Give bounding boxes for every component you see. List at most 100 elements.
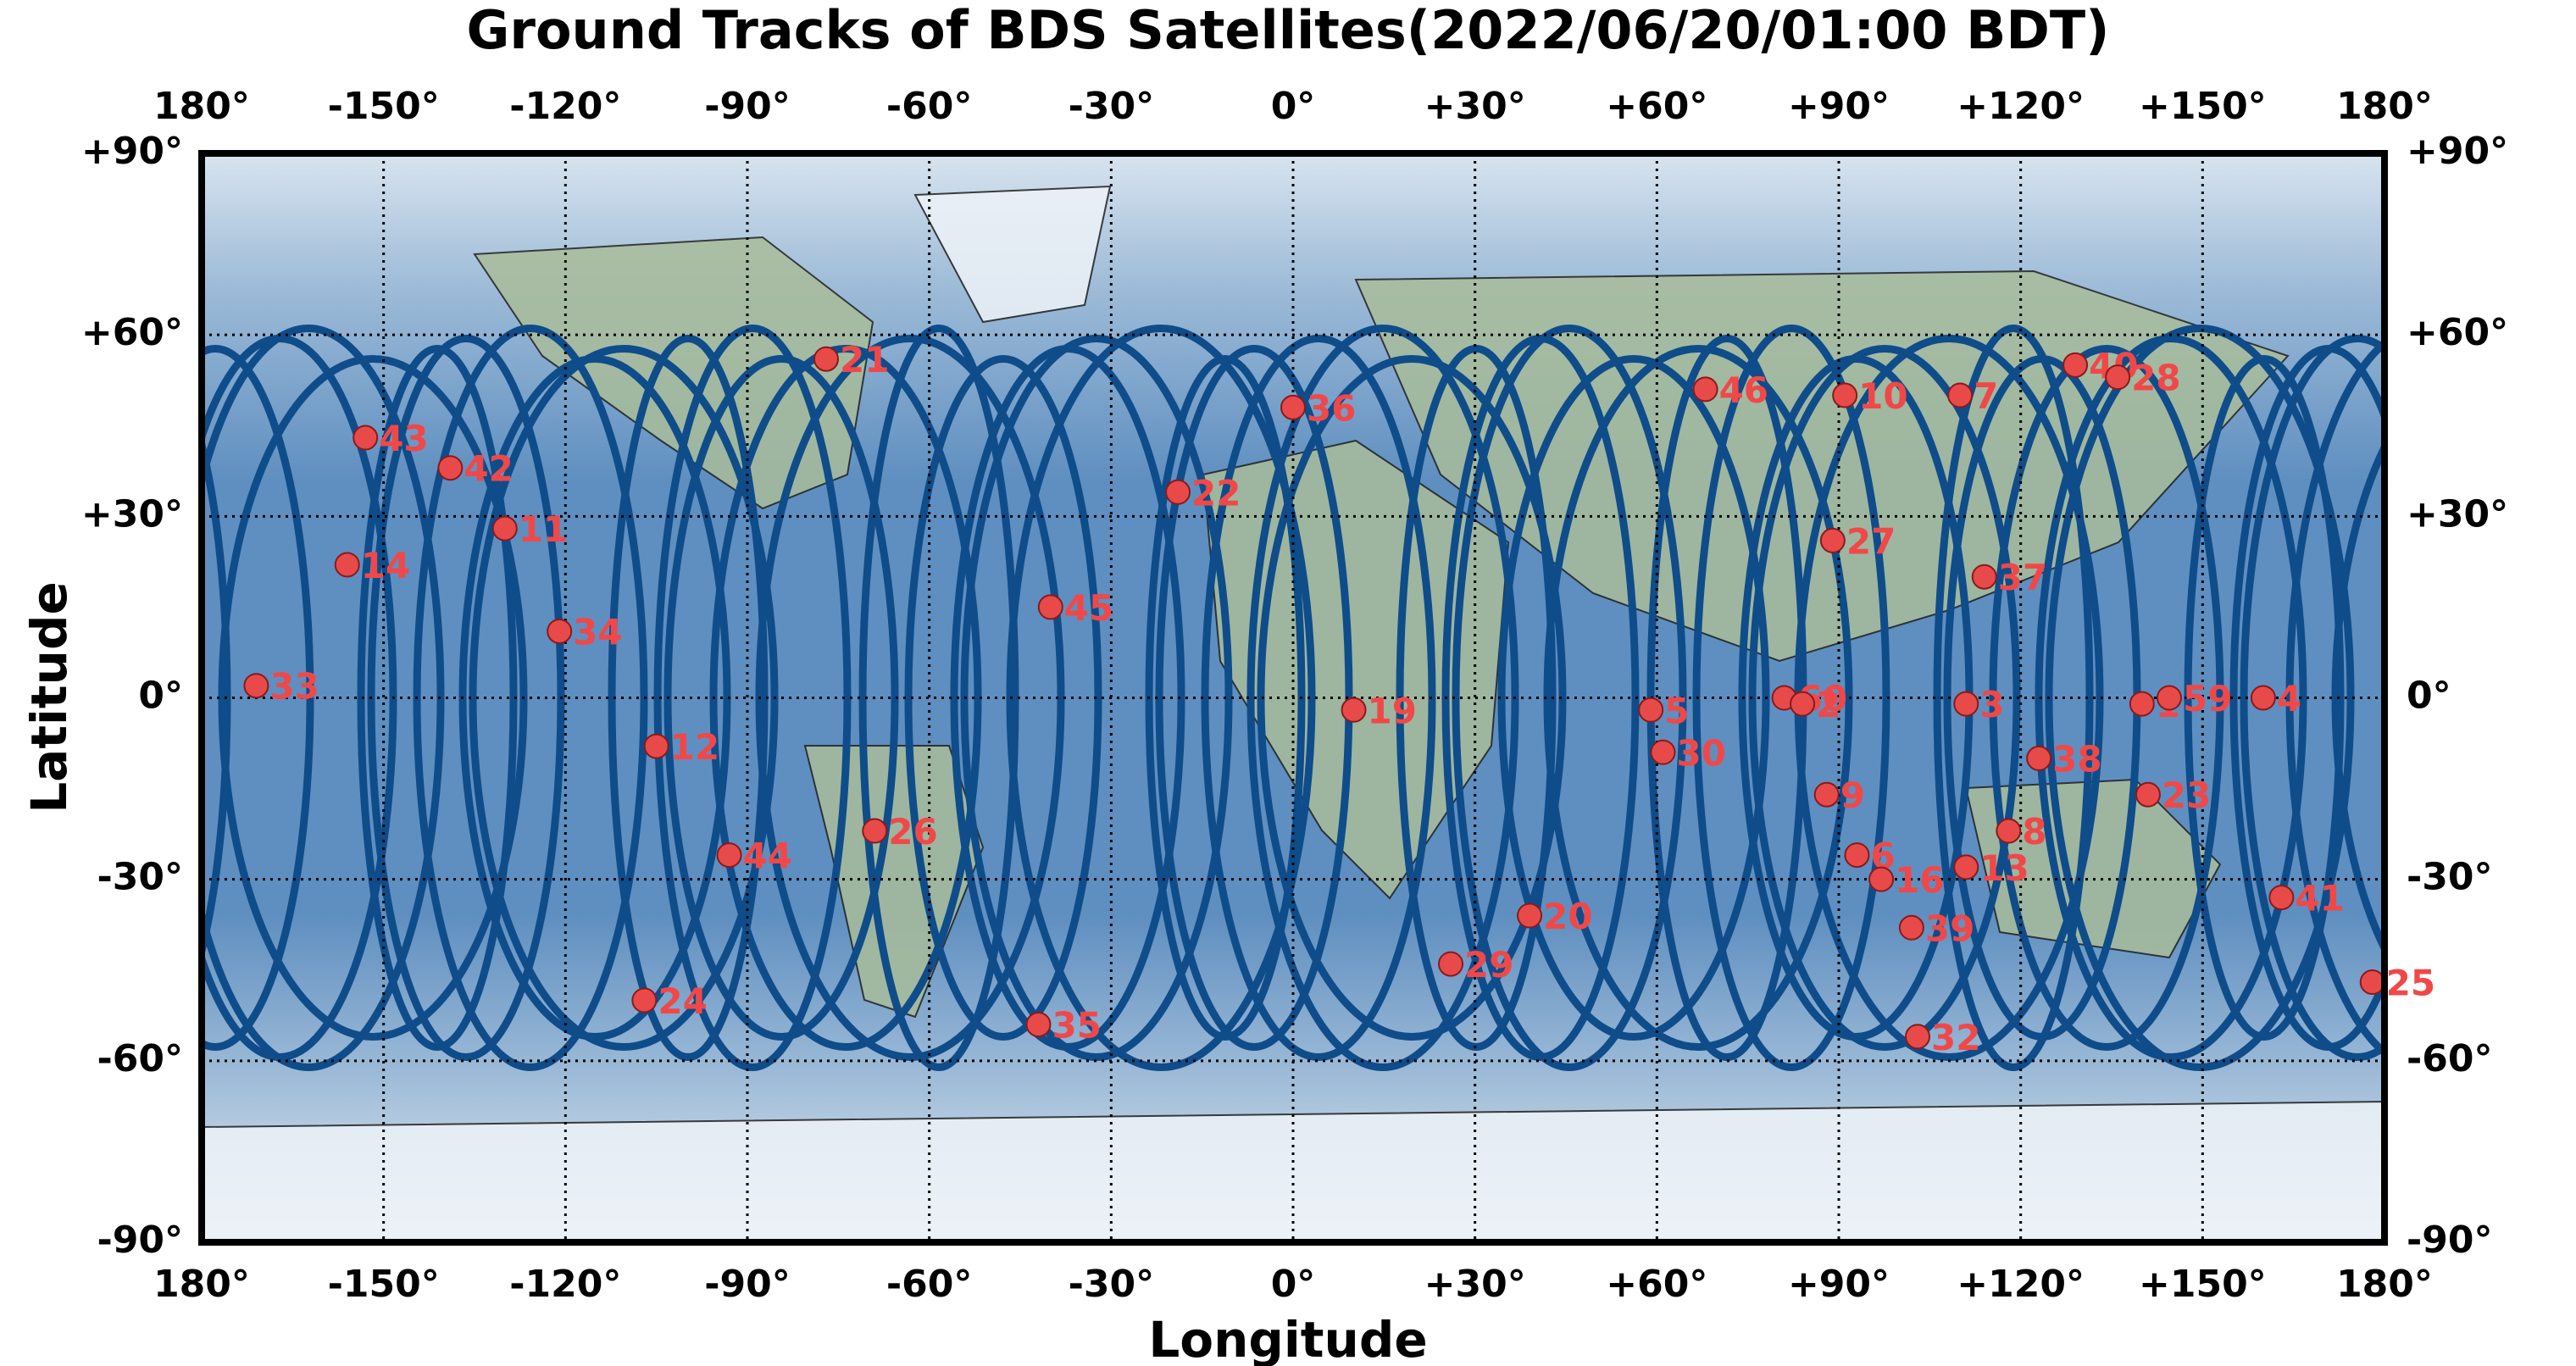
satellite-label: 30 — [1676, 732, 1725, 774]
satellite-label: 24 — [658, 980, 707, 1022]
y-tick-label: -90° — [2407, 1219, 2493, 1262]
satellite-point — [1650, 739, 1676, 765]
satellite-point — [243, 673, 269, 699]
satellite-point — [2026, 745, 2052, 771]
x-tick-label: +120° — [1957, 85, 2085, 128]
satellite-label: 25 — [2386, 963, 2435, 1004]
satellite-label: 22 — [1191, 472, 1241, 514]
ground-track — [1155, 345, 1353, 1051]
ground-track — [2184, 355, 2345, 1041]
x-tick-label: -60° — [886, 1263, 973, 1306]
satellite-label: 7 — [1974, 375, 1998, 417]
x-tick-label: 180° — [153, 85, 250, 128]
satellite-point — [1025, 1012, 1052, 1037]
satellite-label: 8 — [2022, 811, 2046, 852]
satellite-point — [491, 515, 518, 541]
x-tick-label: +30° — [1424, 85, 1526, 128]
satellite-point — [2156, 685, 2182, 711]
x-tick-label: -60° — [886, 85, 973, 128]
satellite-point — [1280, 394, 1306, 420]
satellite-point — [2135, 781, 2161, 808]
satellite-point — [1953, 854, 1979, 880]
satellite-label: 41 — [2295, 878, 2344, 919]
satellite-point — [1947, 382, 1974, 408]
ground-tracks — [202, 325, 2576, 1071]
y-tick-label: +60° — [81, 311, 183, 354]
satellite-point — [2062, 352, 2089, 378]
satellite-point — [643, 733, 669, 759]
satellite-label: 34 — [573, 611, 622, 652]
satellite-label: 16 — [1895, 859, 1944, 901]
y-axis-label: Latitude — [20, 581, 78, 813]
satellite-point — [1971, 564, 1997, 590]
satellite-label: 42 — [464, 448, 513, 490]
satellite-point — [813, 346, 840, 372]
satellite-label: 11 — [519, 508, 568, 550]
satellite-point — [1819, 527, 1846, 553]
satellite-label: 46 — [1719, 369, 1768, 411]
satellite-point — [1438, 951, 1464, 977]
ground-track — [858, 325, 1019, 1071]
y-tick-label: -30° — [2407, 856, 2493, 899]
x-tick-label: 0° — [1271, 1263, 1316, 1306]
satellite-label: 26 — [888, 811, 937, 852]
ground-track — [2439, 349, 2576, 1047]
x-tick-label: -30° — [1069, 85, 1155, 128]
satellite-point — [334, 552, 360, 578]
x-tick-label: +150° — [2139, 85, 2267, 128]
satellite-point — [1953, 691, 1979, 717]
x-tick-label: +30° — [1424, 1263, 1526, 1306]
satellite-point — [2250, 685, 2276, 711]
ground-track — [653, 325, 852, 1071]
satellite-label: 35 — [1052, 1005, 1101, 1047]
ground-track — [1989, 345, 2224, 1051]
ground-track — [2240, 335, 2384, 1061]
satellite-label: 19 — [1368, 690, 1417, 731]
chart-title: Ground Tracks of BDS Satellites(2022/06/… — [467, 0, 2110, 61]
ground-track — [1933, 325, 2094, 1071]
satellite-label: 37 — [1998, 557, 2047, 598]
y-tick-label: -90° — [97, 1219, 184, 1262]
x-tick-label: 180° — [2336, 1263, 2433, 1306]
y-tick-label: -60° — [2407, 1037, 2493, 1080]
satellite-label: 20 — [1543, 896, 1592, 937]
satellite-label: 27 — [1846, 520, 1896, 562]
satellite-label: 2 — [1816, 684, 1840, 725]
satellite-label: 10 — [1858, 375, 1907, 417]
x-tick-label: +90° — [1788, 1263, 1890, 1306]
x-tick-label: 180° — [153, 1263, 250, 1306]
satellite-label: 38 — [2052, 738, 2101, 780]
x-tick-label: -150° — [328, 1263, 440, 1306]
satellite-point — [1517, 902, 1543, 929]
y-tick-label: 0° — [138, 675, 183, 718]
ground-track — [1257, 355, 1567, 1041]
satellite-label: 5 — [1664, 690, 1689, 731]
y-tick-label: 0° — [2407, 675, 2451, 718]
ground-track — [608, 335, 769, 1061]
satellite-point — [2129, 691, 2155, 717]
satellite-label: 39 — [1925, 908, 1974, 949]
satellite-point — [1996, 818, 2022, 844]
y-tick-label: +30° — [2407, 492, 2508, 536]
satellite-point — [1844, 842, 1870, 869]
x-tick-label: -90° — [704, 85, 791, 128]
satellite-point — [1832, 382, 1858, 408]
ground-track — [357, 345, 518, 1051]
satellite-point — [2268, 885, 2295, 911]
x-axis-label: Longitude — [1148, 1311, 1427, 1366]
x-tick-label: -150° — [328, 85, 440, 128]
satellite-label: 23 — [2162, 775, 2211, 816]
x-tick-label: 0° — [1271, 85, 1316, 128]
satellite-label: 33 — [269, 666, 319, 708]
x-tick-label: -120° — [509, 1263, 621, 1306]
satellite-label: 44 — [743, 836, 792, 877]
satellite-label: 14 — [361, 545, 410, 586]
satellite-label: 32 — [1931, 1017, 1980, 1058]
satellite-point — [1037, 594, 1063, 620]
satellite-point — [353, 425, 379, 451]
y-tick-label: +60° — [2407, 311, 2508, 354]
y-tick-label: +90° — [81, 130, 183, 173]
x-tick-label: +120° — [1957, 1263, 2085, 1306]
x-tick-label: 180° — [2336, 85, 2433, 128]
satellite-point — [862, 818, 888, 844]
